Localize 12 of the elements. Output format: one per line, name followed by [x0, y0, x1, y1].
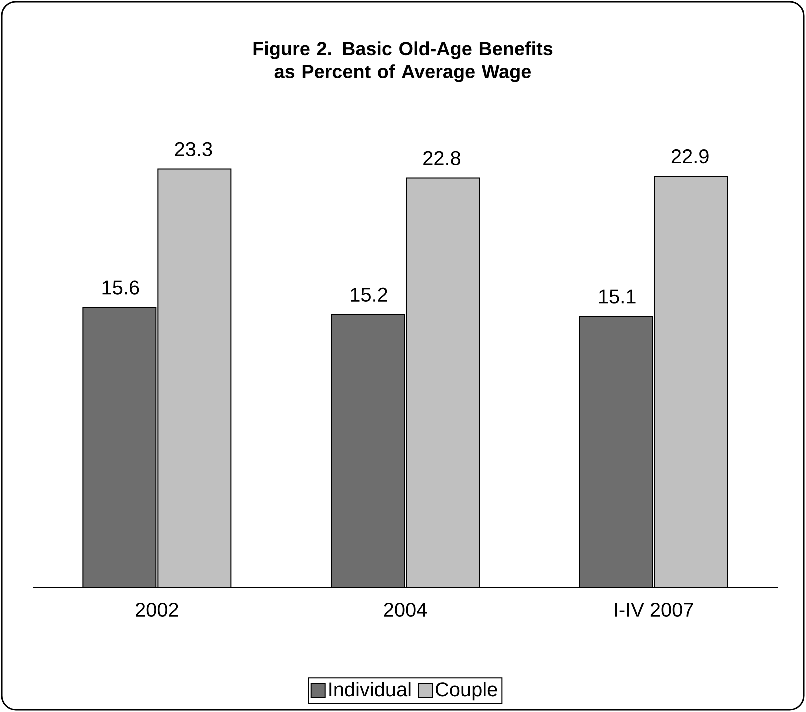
- x-tick-label: 2002: [136, 602, 178, 618]
- data-label: 15.2: [351, 288, 388, 302]
- x-tick-label: I-IV 2007: [615, 602, 694, 618]
- chart-title: Figure 2. Basic Old-Age Benefits as Percent of Average Wage: [254, 42, 553, 82]
- x-tick-label: 2004: [384, 602, 428, 618]
- data-label: 15.1: [599, 290, 636, 304]
- data-label: 23.3: [175, 142, 212, 156]
- legend-label: Individual: [330, 682, 411, 697]
- legend-label: Couple: [436, 682, 498, 701]
- data-label: 22.9: [672, 150, 709, 164]
- data-label: 15.6: [102, 280, 140, 295]
- data-label: 22.8: [424, 151, 461, 166]
